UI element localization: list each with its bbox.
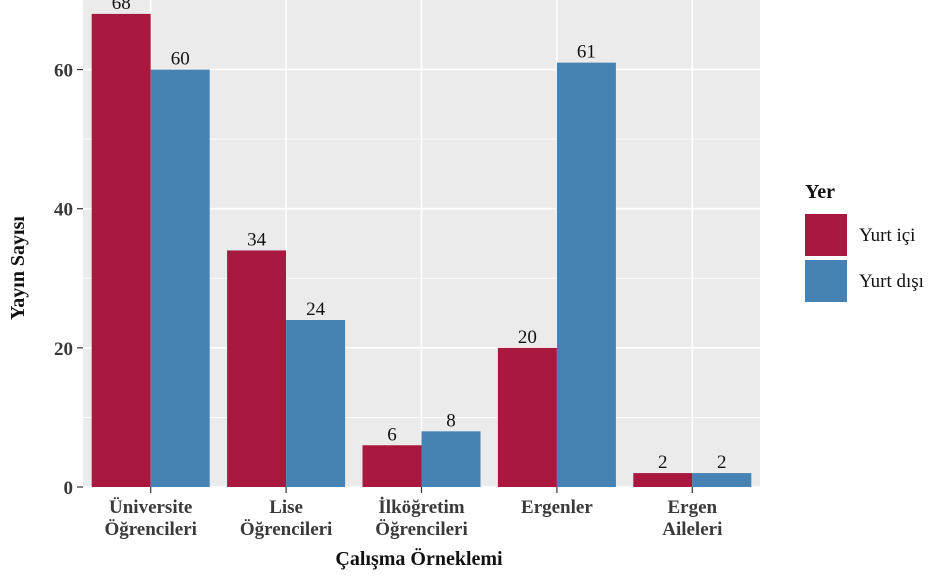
y-tick-label: 20 — [54, 339, 73, 360]
x-tick-label: İlköğretim Öğrencileri — [375, 497, 468, 540]
bar — [556, 62, 616, 487]
x-tick-label-line: Öğrencileri — [375, 519, 468, 540]
x-tick-label-line: Lise — [269, 497, 303, 518]
legend: Yer Yurt içi Yurt dışı — [805, 181, 924, 302]
data-label: 20 — [518, 327, 537, 348]
legend-label: Yurt dışı — [859, 271, 924, 292]
data-label: 68 — [112, 0, 131, 14]
bar — [421, 431, 481, 487]
data-label: 6 — [387, 424, 397, 445]
x-tick-label: Ergenler — [521, 497, 593, 518]
y-tick-label: 60 — [54, 61, 73, 82]
data-label: 34 — [247, 229, 267, 250]
x-tick-label-line: Öğrencileri — [104, 519, 197, 540]
y-tick-label: 0 — [64, 478, 74, 499]
legend-label: Yurt içi — [859, 225, 915, 246]
x-tick-label-line: Ergen — [667, 497, 717, 518]
data-label: 61 — [577, 42, 596, 63]
bar — [497, 347, 557, 487]
bar — [91, 13, 151, 488]
bar — [633, 473, 693, 487]
data-label: 60 — [171, 49, 190, 70]
bar — [227, 250, 287, 487]
x-tick-label: Ergen Aileleri — [662, 497, 722, 540]
data-label: 24 — [306, 299, 326, 320]
legend-key — [805, 260, 847, 302]
bar — [362, 445, 422, 487]
data-label: 2 — [717, 452, 727, 473]
legend-key — [805, 214, 847, 256]
y-axis-title: Yayın Sayısı — [7, 216, 29, 320]
x-axis-title: Çalışma Örneklemi — [335, 547, 503, 570]
legend-title: Yer — [805, 181, 835, 203]
x-tick-label: Üniversite Öğrencileri — [104, 497, 197, 540]
x-tick-label-line: Üniversite — [109, 497, 192, 518]
x-tick-label-line: Öğrencileri — [240, 519, 333, 540]
x-tick-label: Lise Öğrencileri — [240, 497, 333, 540]
data-label: 8 — [446, 410, 456, 431]
bar — [692, 473, 752, 487]
data-label: 2 — [658, 452, 668, 473]
bar — [150, 69, 210, 488]
x-tick-label-line: İlköğretim — [378, 497, 464, 518]
x-tick-label-line: Ergenler — [521, 497, 593, 518]
x-tick-label-line: Aileleri — [662, 519, 722, 540]
y-tick-label: 40 — [54, 200, 73, 221]
bar — [286, 320, 346, 487]
